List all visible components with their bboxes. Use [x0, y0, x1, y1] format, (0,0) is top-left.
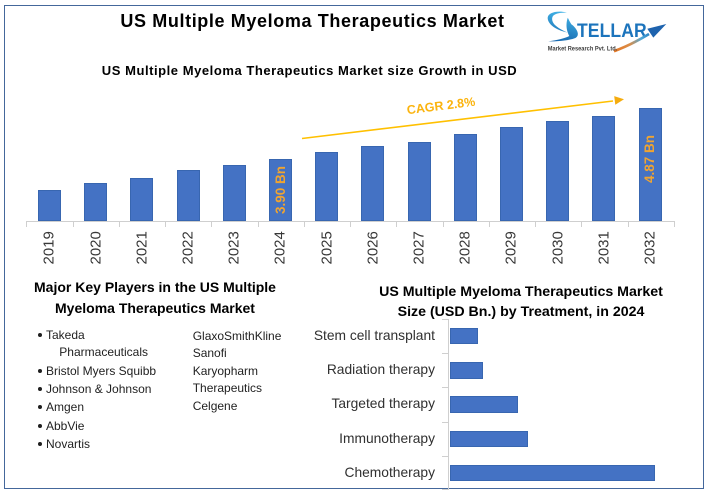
svg-text:Market Research Pvt. Ltd.: Market Research Pvt. Ltd.	[548, 45, 618, 52]
svg-text:TELLAR: TELLAR	[577, 19, 647, 41]
